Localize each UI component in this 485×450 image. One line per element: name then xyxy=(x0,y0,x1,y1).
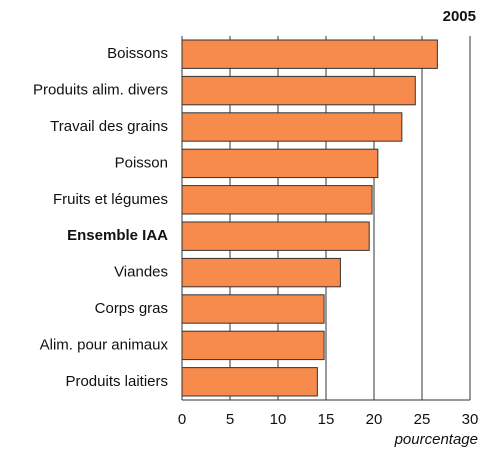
x-tick-label: 10 xyxy=(270,411,287,428)
y-tick-label: Ensemble IAA xyxy=(67,227,168,244)
y-tick-label: Boissons xyxy=(107,45,168,62)
x-tick-label: 15 xyxy=(318,411,335,428)
x-axis-label: pourcentage xyxy=(394,431,478,448)
y-tick-label: Corps gras xyxy=(95,300,168,317)
bar xyxy=(181,257,341,288)
y-tick-label: Poisson xyxy=(115,154,168,171)
bar xyxy=(181,39,438,69)
x-tick-label: 25 xyxy=(414,411,431,428)
bar xyxy=(181,294,325,324)
y-tick-label: Viandes xyxy=(114,264,168,281)
bar xyxy=(181,185,373,215)
x-tick-label: 30 xyxy=(462,411,479,428)
x-tick-label: 5 xyxy=(226,411,234,428)
x-tick-label: 0 xyxy=(178,411,186,428)
y-tick-label: Produits laitiers xyxy=(65,373,168,390)
y-tick-label: Travail des grains xyxy=(50,118,168,135)
bar xyxy=(181,330,325,361)
bar xyxy=(181,221,370,251)
y-tick-label: Produits alim. divers xyxy=(33,82,168,99)
bar xyxy=(181,112,403,142)
chart-title: 2005 xyxy=(443,8,476,25)
bar xyxy=(181,148,379,179)
bar xyxy=(181,75,416,106)
x-tick-label: 20 xyxy=(366,411,383,428)
bar xyxy=(181,367,318,397)
y-tick-label: Alim. pour animaux xyxy=(40,336,169,353)
y-tick-label: Fruits et légumes xyxy=(53,191,168,208)
